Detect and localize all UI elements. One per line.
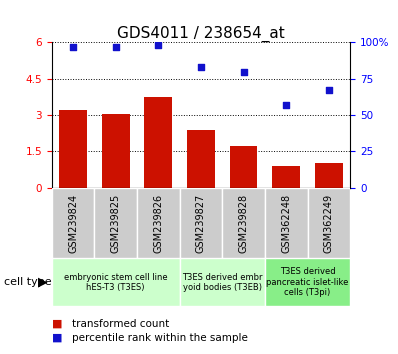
Text: cell type: cell type	[4, 277, 52, 287]
Bar	[315, 164, 343, 188]
Point	[240, 69, 247, 74]
Text: percentile rank within the sample: percentile rank within the sample	[72, 333, 248, 343]
Title: GDS4011 / 238654_at: GDS4011 / 238654_at	[117, 26, 285, 42]
Bar	[102, 114, 130, 188]
Point	[70, 44, 76, 50]
Point	[326, 87, 332, 93]
Bar	[265, 258, 350, 306]
Bar	[52, 258, 179, 306]
Point	[283, 102, 289, 108]
Bar	[137, 188, 179, 258]
Text: transformed count: transformed count	[72, 319, 169, 329]
Bar	[144, 97, 172, 188]
Bar	[230, 147, 258, 188]
Text: GSM362248: GSM362248	[281, 193, 291, 253]
Text: GSM362249: GSM362249	[324, 193, 334, 253]
Point	[155, 42, 162, 48]
Text: ▶: ▶	[38, 276, 47, 289]
Point	[198, 64, 204, 70]
Text: T3ES derived embr
yoid bodies (T3EB): T3ES derived embr yoid bodies (T3EB)	[182, 273, 263, 292]
Bar	[59, 110, 87, 188]
Text: embryonic stem cell line
hES-T3 (T3ES): embryonic stem cell line hES-T3 (T3ES)	[64, 273, 168, 292]
Text: ■: ■	[52, 319, 62, 329]
Text: GSM239826: GSM239826	[153, 193, 163, 253]
Text: GSM239825: GSM239825	[111, 193, 121, 253]
Bar	[308, 188, 350, 258]
Bar	[272, 166, 300, 188]
Text: GSM239827: GSM239827	[196, 193, 206, 253]
Text: T3ES derived
pancreatic islet-like
cells (T3pi): T3ES derived pancreatic islet-like cells…	[266, 267, 349, 297]
Bar	[265, 188, 308, 258]
Bar	[179, 258, 265, 306]
Text: ■: ■	[52, 333, 62, 343]
Text: GSM239828: GSM239828	[239, 193, 249, 253]
Point	[113, 44, 119, 50]
Text: GSM239824: GSM239824	[68, 193, 78, 253]
Bar	[222, 188, 265, 258]
Bar	[94, 188, 137, 258]
Bar	[52, 188, 94, 258]
Bar	[187, 130, 215, 188]
Bar	[179, 188, 222, 258]
